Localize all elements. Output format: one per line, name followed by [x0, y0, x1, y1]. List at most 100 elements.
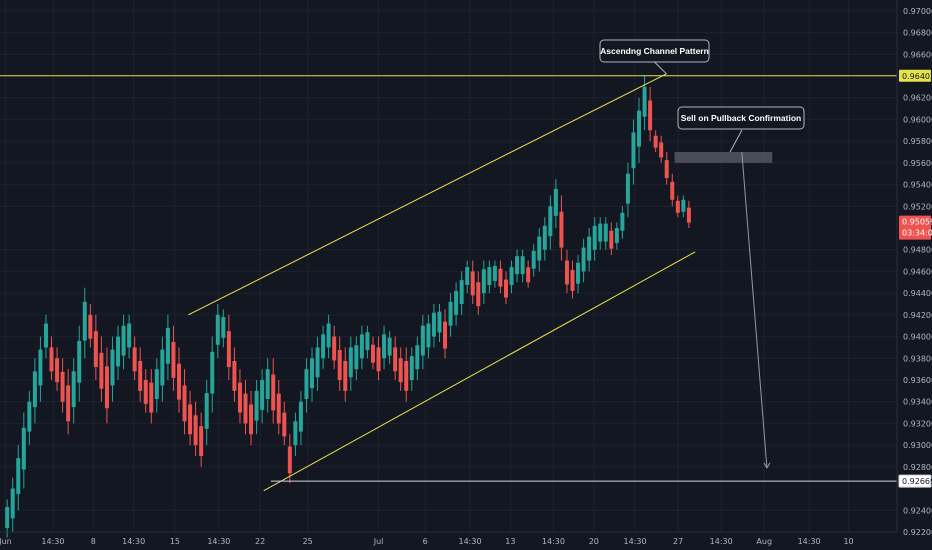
- channel-upper-line[interactable]: [188, 73, 667, 316]
- candle-body[interactable]: [32, 371, 37, 408]
- candle-body[interactable]: [553, 188, 558, 216]
- candle-body[interactable]: [481, 269, 486, 294]
- candle-body[interactable]: [637, 110, 642, 147]
- candle-body[interactable]: [276, 393, 281, 424]
- candle-body[interactable]: [71, 371, 76, 408]
- candle-body[interactable]: [348, 347, 353, 378]
- candle-body[interactable]: [60, 371, 65, 402]
- candle-body[interactable]: [393, 347, 398, 372]
- candle-body[interactable]: [38, 349, 43, 386]
- candle-body[interactable]: [564, 260, 569, 285]
- candle-body[interactable]: [570, 270, 575, 291]
- candle-body[interactable]: [686, 207, 691, 223]
- candle-body[interactable]: [664, 160, 669, 179]
- candle-body[interactable]: [382, 334, 387, 359]
- candle-body[interactable]: [614, 228, 619, 243]
- candle-body[interactable]: [343, 361, 348, 391]
- candle-body[interactable]: [476, 282, 481, 307]
- candle-body[interactable]: [160, 349, 165, 386]
- candle-body[interactable]: [670, 181, 675, 200]
- candle-body[interactable]: [531, 250, 536, 269]
- candle-body[interactable]: [448, 301, 453, 326]
- candle-body[interactable]: [404, 361, 409, 391]
- candle-body[interactable]: [365, 332, 370, 351]
- candle-body[interactable]: [88, 314, 93, 339]
- candle-body[interactable]: [370, 344, 375, 363]
- candle-body[interactable]: [287, 446, 292, 474]
- candle-body[interactable]: [215, 314, 220, 345]
- candle-body[interactable]: [21, 427, 26, 470]
- candle-body[interactable]: [459, 280, 464, 304]
- candle-body[interactable]: [487, 267, 492, 285]
- candle-body[interactable]: [520, 256, 525, 275]
- candle-body[interactable]: [454, 290, 459, 315]
- candle-body[interactable]: [149, 382, 154, 413]
- candle-body[interactable]: [188, 404, 193, 435]
- candle-body[interactable]: [426, 323, 431, 348]
- candle-body[interactable]: [243, 393, 248, 424]
- candle-body[interactable]: [681, 199, 686, 212]
- candle-body[interactable]: [49, 347, 54, 372]
- candle-body[interactable]: [43, 323, 48, 348]
- candle-body[interactable]: [310, 358, 315, 389]
- candle-body[interactable]: [653, 135, 658, 148]
- candle-body[interactable]: [515, 256, 520, 275]
- candle-body[interactable]: [110, 349, 115, 386]
- candle-body[interactable]: [387, 337, 392, 356]
- candle-body[interactable]: [210, 351, 215, 394]
- candle-body[interactable]: [326, 323, 331, 348]
- candle-body[interactable]: [603, 223, 608, 242]
- candle-body[interactable]: [631, 132, 636, 169]
- candle-body[interactable]: [5, 507, 10, 528]
- candle-body[interactable]: [55, 358, 60, 383]
- candle-body[interactable]: [675, 200, 680, 213]
- candle-body[interactable]: [559, 211, 564, 248]
- supply-zone[interactable]: [674, 152, 773, 163]
- candle-body[interactable]: [116, 336, 121, 367]
- candle-body[interactable]: [104, 366, 109, 409]
- candle-body[interactable]: [260, 380, 265, 410]
- candle-body[interactable]: [415, 345, 420, 370]
- candle-body[interactable]: [592, 225, 597, 250]
- candle-body[interactable]: [232, 361, 237, 391]
- candle-body[interactable]: [659, 142, 664, 158]
- candle-body[interactable]: [121, 325, 126, 356]
- candle-body[interactable]: [598, 223, 603, 242]
- candle-body[interactable]: [99, 352, 104, 389]
- candle-body[interactable]: [237, 382, 242, 413]
- candle-body[interactable]: [398, 358, 403, 383]
- candle-body[interactable]: [359, 334, 364, 359]
- candle-body[interactable]: [437, 311, 442, 333]
- candle-body[interactable]: [620, 212, 625, 231]
- candle-body[interactable]: [376, 347, 381, 372]
- candle-body[interactable]: [265, 369, 270, 399]
- candle-body[interactable]: [492, 266, 497, 281]
- time-axis[interactable]: Jun 14:30 8 14:30 15 14:30 22 25 Jul 6 14:30 13 14:3…: [0, 537, 854, 546]
- candle-body[interactable]: [431, 312, 436, 337]
- candle-body[interactable]: [648, 100, 653, 131]
- candle-body[interactable]: [66, 385, 71, 422]
- candle-body[interactable]: [282, 412, 287, 437]
- candle-body[interactable]: [154, 369, 159, 399]
- candle-body[interactable]: [176, 363, 181, 400]
- candle-body[interactable]: [204, 393, 209, 429]
- candle-body[interactable]: [625, 173, 630, 204]
- channel-lower-line[interactable]: [263, 251, 696, 492]
- candle-body[interactable]: [199, 426, 204, 456]
- candle-body[interactable]: [420, 325, 425, 356]
- candle-body[interactable]: [138, 361, 143, 391]
- callout-sell-pullback[interactable]: Sell on Pullback Confirmation: [677, 106, 805, 153]
- candle-body[interactable]: [321, 334, 326, 359]
- candle-body[interactable]: [509, 267, 514, 285]
- candle-body[interactable]: [465, 267, 470, 285]
- candlestick-series[interactable]: [5, 76, 691, 538]
- candle-body[interactable]: [298, 401, 303, 432]
- candle-body[interactable]: [132, 347, 137, 372]
- candle-body[interactable]: [503, 279, 508, 298]
- candle-body[interactable]: [337, 350, 342, 380]
- candle-body[interactable]: [93, 331, 98, 367]
- candle-body[interactable]: [443, 321, 448, 349]
- candle-body[interactable]: [293, 421, 298, 446]
